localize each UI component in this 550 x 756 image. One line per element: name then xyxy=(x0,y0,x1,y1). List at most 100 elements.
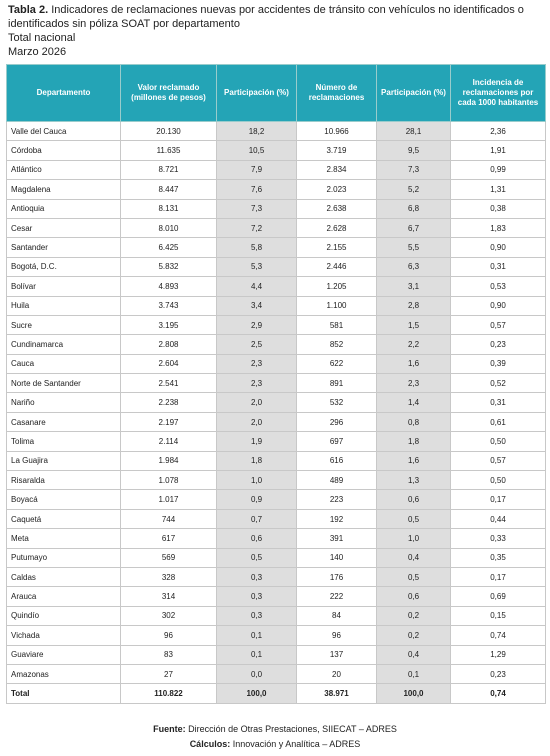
value-cell: 1,8 xyxy=(376,431,451,452)
department-cell: Tolima xyxy=(6,431,121,452)
value-cell: 1,6 xyxy=(376,353,451,375)
department-cell: Total xyxy=(6,683,121,704)
value-cell: 11.635 xyxy=(120,140,217,161)
department-cell: Huila xyxy=(6,295,121,316)
table-row: Meta 617 0,6 391 1,0 0,33 xyxy=(6,528,546,549)
department-cell: Quindío xyxy=(6,605,121,627)
value-cell: 2.541 xyxy=(120,373,217,394)
value-cell: 3.719 xyxy=(296,140,377,161)
value-cell: 0,4 xyxy=(376,644,451,665)
department-cell: Boyacá xyxy=(6,489,121,510)
department-cell: Putumayo xyxy=(6,547,121,568)
value-cell: 0,1 xyxy=(376,663,451,685)
value-cell: 100,0 xyxy=(216,683,297,704)
department-cell: Cesar xyxy=(6,217,121,239)
value-cell: 0,2 xyxy=(376,625,451,646)
table-body: Valle del Cauca 20.130 18,2 10.966 28,1 2,36 C… xyxy=(6,120,546,704)
header-row: Departamento Valor reclamado (millones de… xyxy=(6,64,546,122)
value-cell: 0,50 xyxy=(450,470,546,491)
value-cell: 1,31 xyxy=(450,179,546,200)
value-cell: 0,74 xyxy=(450,683,546,704)
value-cell: 84 xyxy=(296,605,377,627)
value-cell: 176 xyxy=(296,566,377,588)
value-cell: 6,3 xyxy=(376,256,451,278)
value-cell: 0,35 xyxy=(450,547,546,568)
department-cell: Meta xyxy=(6,528,121,549)
value-cell: 5,2 xyxy=(376,179,451,200)
subtitle: Marzo 2026 xyxy=(8,46,67,58)
value-cell: 3,4 xyxy=(216,295,297,316)
value-cell: 0,7 xyxy=(216,508,297,530)
value-cell: 0,69 xyxy=(450,586,546,607)
value-cell: 489 xyxy=(296,470,377,491)
value-cell: 328 xyxy=(120,566,217,588)
value-cell: 0,2 xyxy=(376,605,451,627)
table-row: Cundinamarca 2.808 2,5 852 2,2 0,23 xyxy=(6,334,546,355)
value-cell: 1,4 xyxy=(376,392,451,413)
table-row: Córdoba 11.635 10,5 3.719 9,5 1,91 xyxy=(6,140,546,161)
value-cell: 0,17 xyxy=(450,489,546,510)
department-cell: Magdalena xyxy=(6,179,121,200)
value-cell: 616 xyxy=(296,450,377,472)
value-cell: 1,3 xyxy=(376,470,451,491)
value-cell: 891 xyxy=(296,373,377,394)
value-cell: 852 xyxy=(296,334,377,355)
department-cell: Vichada xyxy=(6,625,121,646)
value-cell: 5,3 xyxy=(216,256,297,278)
value-cell: 0,57 xyxy=(450,314,546,336)
value-cell: 0,6 xyxy=(376,586,451,607)
value-cell: 0,31 xyxy=(450,256,546,278)
value-cell: 0,5 xyxy=(216,547,297,568)
value-cell: 8.721 xyxy=(120,159,217,181)
value-cell: 0,3 xyxy=(216,586,297,607)
value-cell: 2,3 xyxy=(216,353,297,375)
table-row: Risaralda 1.078 1,0 489 1,3 0,50 xyxy=(6,470,546,491)
department-cell: La Guajira xyxy=(6,450,121,472)
value-cell: 0,90 xyxy=(450,295,546,316)
value-cell: 2,3 xyxy=(216,373,297,394)
value-cell: 140 xyxy=(296,547,377,568)
value-cell: 83 xyxy=(120,644,217,665)
value-cell: 192 xyxy=(296,508,377,530)
value-cell: 1,83 xyxy=(450,217,546,239)
value-cell: 3.743 xyxy=(120,295,217,316)
value-cell: 0,17 xyxy=(450,566,546,588)
table-row: Bogotá, D.C. 5.832 5,3 2.446 6,3 0,31 xyxy=(6,256,546,278)
source-line: Fuente: Dirección de Otras Prestaciones,… xyxy=(0,722,550,737)
value-cell: 617 xyxy=(120,528,217,549)
table-row: Cesar 8.010 7,2 2.628 6,7 1,83 xyxy=(6,217,546,239)
value-cell: 6,8 xyxy=(376,198,451,219)
column-header: Departamento xyxy=(6,64,121,122)
table-row: Valle del Cauca 20.130 18,2 10.966 28,1 2,36 xyxy=(6,120,546,142)
value-cell: 1,9 xyxy=(216,431,297,452)
value-cell: 7,3 xyxy=(376,159,451,181)
value-cell: 1.205 xyxy=(296,276,377,297)
source-label: Fuente: xyxy=(153,724,186,734)
value-cell: 0,38 xyxy=(450,198,546,219)
value-cell: 622 xyxy=(296,353,377,375)
table-row: Magdalena 8.447 7,6 2.023 5,2 1,31 xyxy=(6,179,546,200)
value-cell: 2.238 xyxy=(120,392,217,413)
table-row: Vichada 96 0,1 96 0,2 0,74 xyxy=(6,625,546,646)
value-cell: 7,3 xyxy=(216,198,297,219)
table-row: Santander 6.425 5,8 2.155 5,5 0,90 xyxy=(6,237,546,258)
value-cell: 0,3 xyxy=(216,605,297,627)
department-cell: Bolívar xyxy=(6,276,121,297)
column-header: Valor reclamado (millones de pesos) xyxy=(120,64,217,122)
value-cell: 0,61 xyxy=(450,411,546,433)
value-cell: 744 xyxy=(120,508,217,530)
value-cell: 0,23 xyxy=(450,663,546,685)
value-cell: 697 xyxy=(296,431,377,452)
department-cell: Risaralda xyxy=(6,470,121,491)
value-cell: 2,5 xyxy=(216,334,297,355)
total-row: Total 110.822 100,0 38.971 100,0 0,74 xyxy=(6,683,546,704)
value-cell: 532 xyxy=(296,392,377,413)
calc-text: Innovación y Analítica – ADRES xyxy=(232,739,361,749)
table-row: Norte de Santander 2.541 2,3 891 2,3 0,52 xyxy=(6,373,546,394)
value-cell: 28,1 xyxy=(376,120,451,142)
value-cell: 9,5 xyxy=(376,140,451,161)
title-label: Tabla 2. xyxy=(8,4,49,16)
department-cell: Santander xyxy=(6,237,121,258)
subtitle: Total nacional xyxy=(8,32,76,44)
department-cell: Norte de Santander xyxy=(6,373,121,394)
